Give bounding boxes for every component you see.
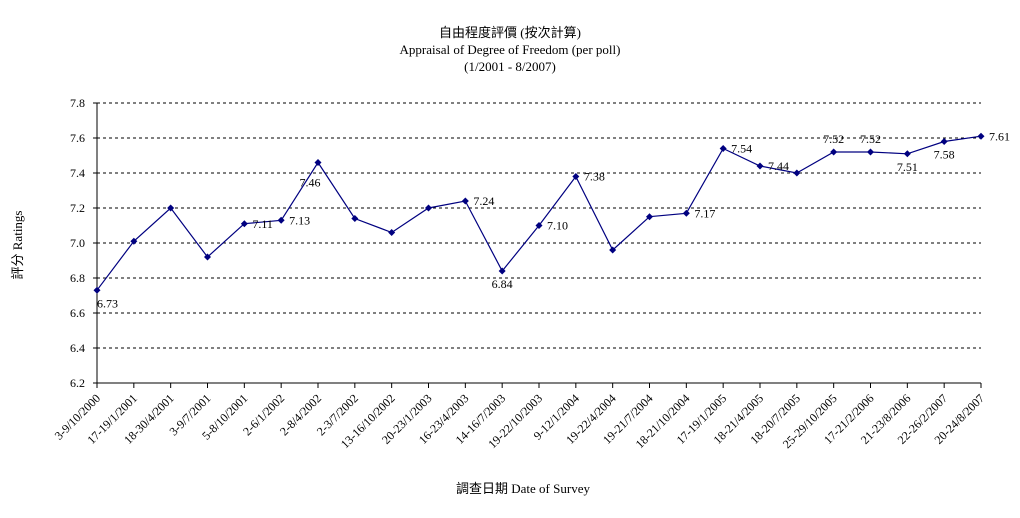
data-label: 6.84 (492, 277, 513, 291)
data-point (903, 150, 911, 158)
data-point (609, 246, 617, 254)
data-label: 7.52 (860, 132, 881, 146)
data-point (535, 222, 543, 229)
data-label: 7.17 (694, 206, 715, 220)
data-label: 7.24 (473, 194, 494, 208)
data-point (351, 215, 359, 222)
series-line (96, 135, 982, 291)
y-axis-title: 評分 Ratings (10, 211, 25, 280)
data-point (830, 148, 838, 156)
data-point (682, 209, 690, 217)
chart-subtitle: Appraisal of Degree of Freedom (per poll… (399, 42, 621, 57)
y-tick-label: 6.8 (70, 271, 85, 285)
data-label: 7.44 (768, 159, 789, 173)
data-point (130, 237, 138, 245)
data-point (388, 229, 396, 236)
data-point (719, 145, 727, 152)
data-point (867, 148, 874, 156)
data-label: 6.73 (97, 296, 118, 310)
data-label: 7.61 (989, 129, 1010, 143)
data-point (977, 132, 985, 140)
data-point (646, 213, 653, 221)
data-point (314, 159, 322, 166)
data-label: 7.58 (934, 148, 955, 162)
data-point (167, 204, 175, 212)
data-point (204, 253, 211, 261)
chart-title: 自由程度評價 (按次計算) (439, 25, 581, 40)
data-point (498, 267, 506, 275)
data-point (277, 216, 285, 224)
data-label: 7.51 (897, 160, 918, 174)
data-label: 7.11 (252, 217, 273, 231)
chart-period: (1/2001 - 8/2007) (464, 59, 556, 74)
data-point (572, 173, 580, 180)
data-point (461, 197, 469, 205)
y-tick-label: 7.2 (70, 201, 85, 215)
y-tick-label: 7.6 (70, 131, 85, 145)
data-point (240, 220, 248, 228)
data-point (425, 204, 432, 212)
data-point (940, 138, 948, 145)
data-point (793, 169, 801, 177)
y-tick-label: 7.4 (70, 166, 85, 180)
y-tick-label: 6.4 (70, 341, 85, 355)
y-tick-label: 7.8 (70, 96, 85, 110)
data-label: 7.38 (584, 170, 605, 184)
data-label: 7.52 (823, 132, 844, 146)
y-tick-label: 6.6 (70, 306, 85, 320)
y-tick-label: 7.0 (70, 236, 85, 250)
data-label: 7.46 (300, 176, 321, 190)
y-tick-label: 6.2 (70, 376, 85, 390)
data-label: 7.54 (731, 142, 752, 156)
x-axis-title: 調查日期 Date of Survey (456, 481, 590, 496)
data-label: 7.13 (289, 213, 310, 227)
data-point (93, 286, 101, 294)
data-label: 7.10 (547, 219, 568, 233)
data-point (756, 162, 764, 170)
